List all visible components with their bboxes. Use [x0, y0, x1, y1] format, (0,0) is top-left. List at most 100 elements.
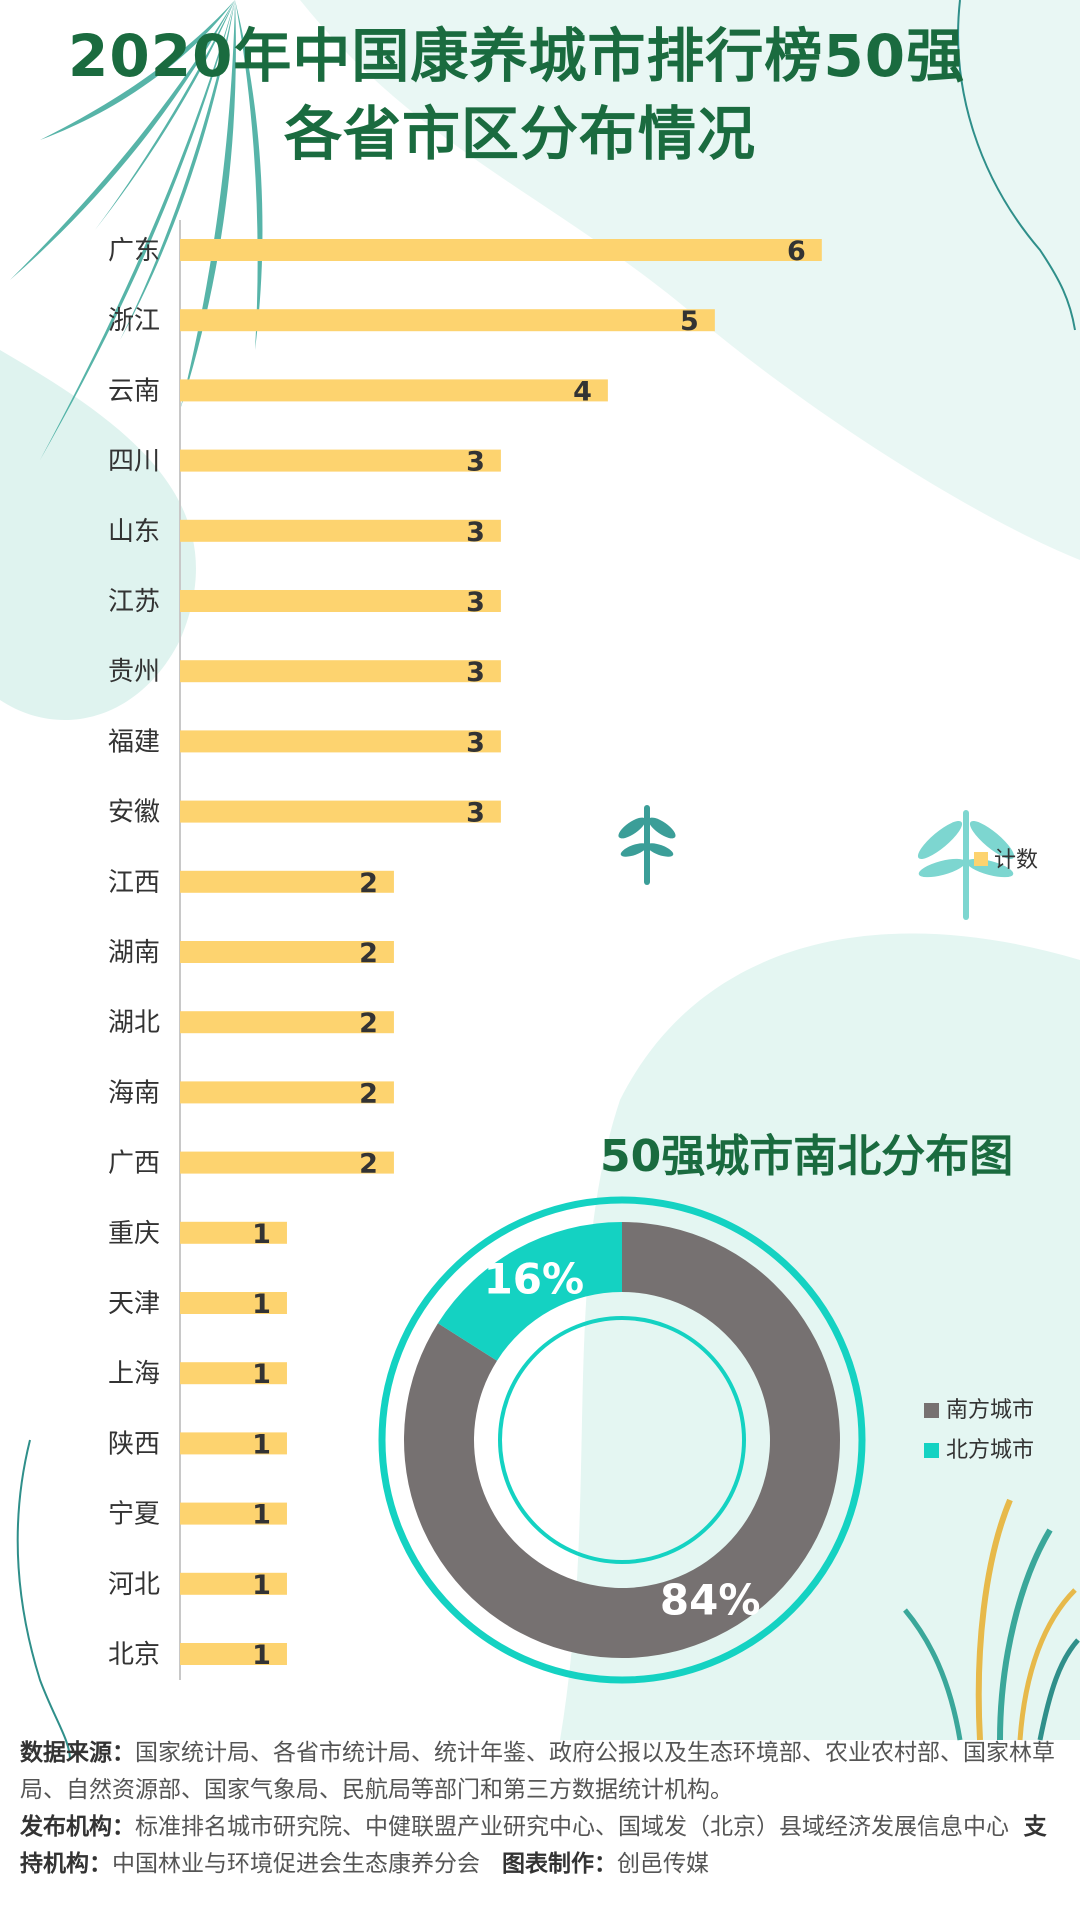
dragonfly-icon [618, 805, 676, 885]
legend-swatch [924, 1443, 939, 1458]
category-label: 云南 [108, 376, 160, 406]
maker-label: 图表制作： [501, 1851, 617, 1877]
bar-value-label: 2 [359, 868, 378, 899]
bar [180, 449, 501, 472]
bar-value-label: 1 [252, 1570, 271, 1601]
category-label: 山东 [108, 517, 160, 547]
category-label: 福建 [108, 727, 160, 757]
bar [180, 1151, 394, 1174]
bar-value-label: 2 [359, 1008, 378, 1039]
left-blob [0, 350, 196, 720]
bar [180, 519, 501, 542]
bar [180, 1572, 287, 1595]
vine-line [957, 0, 1076, 331]
bar-value-label: 1 [252, 1640, 271, 1671]
bar-value-label: 3 [466, 517, 485, 548]
donut-chart: 84% 16% [378, 1196, 866, 1684]
chart-area: 广东 6 浙江 5 云南 4 四川 3 山东 3 江苏 3 贵州 3 福建 3 安徽 3 江西 2 湖南 2 湖北 2 海南 2 广… [108, 220, 1038, 1684]
footer-source: 数据来源：国家统计局、各省市统计局、统计年鉴、政府公报以及生态环境部、农业农村部… [20, 1735, 1065, 1809]
grass-icon [903, 1498, 1080, 1741]
category-label: 上海 [108, 1359, 160, 1389]
support-label: 支持机构： [20, 1814, 1047, 1877]
bar-value-label: 2 [359, 1149, 378, 1180]
bar-value-label: 3 [466, 657, 485, 688]
support-text: 中国林业与环境促进会生态康养分会 [112, 1851, 480, 1877]
category-label: 广东 [108, 236, 160, 266]
bar-legend: 计数 [974, 848, 1038, 873]
bar-value-label: 3 [466, 798, 485, 829]
palm-leaf-icon [10, 0, 263, 460]
category-label: 天津 [108, 1289, 160, 1319]
legend-label: 计数 [994, 848, 1038, 873]
category-label: 浙江 [108, 306, 160, 336]
bar [180, 941, 394, 963]
category-label: 宁夏 [108, 1500, 160, 1530]
category-label: 四川 [108, 447, 160, 477]
footer-publisher: 发布机构：标准排名城市研究院、中健联盟产业研究中心、国域发（北京）县域经济发展信… [20, 1809, 1065, 1883]
bar [180, 1432, 287, 1455]
bar-value-label: 1 [252, 1429, 271, 1460]
bar-value-label: 2 [359, 938, 378, 969]
category-label: 重庆 [108, 1219, 160, 1249]
source-label: 数据来源： [20, 1740, 135, 1766]
chart-title-line-2: 各省市区分布情况 [284, 100, 757, 168]
bar-value-label: 3 [466, 727, 485, 758]
donut-inner-ring [498, 1316, 746, 1564]
bar [180, 1362, 287, 1385]
donut-slice [404, 1222, 840, 1658]
slice-label: 16% [484, 1255, 585, 1304]
category-label: 湖北 [108, 1008, 160, 1038]
bar [180, 1502, 287, 1525]
category-label: 江西 [108, 868, 160, 898]
bar [180, 1643, 287, 1665]
source-text: 国家统计局、各省市统计局、统计年鉴、政府公报以及生态环境部、农业农村部、国家林草… [20, 1740, 1055, 1803]
bar [180, 1081, 394, 1104]
footer-credits: 数据来源：国家统计局、各省市统计局、统计年鉴、政府公报以及生态环境部、农业农村部… [20, 1735, 1065, 1883]
bar-value-label: 1 [252, 1359, 271, 1390]
publisher-text: 标准排名城市研究院、中健联盟产业研究中心、国域发（北京）县域经济发展信息中心 [135, 1814, 1009, 1840]
bar [180, 379, 608, 402]
bar [180, 1221, 287, 1244]
category-label: 河北 [108, 1570, 160, 1600]
category-label: 陕西 [108, 1429, 160, 1459]
maker-text: 创邑传媒 [616, 1851, 709, 1877]
bar-value-label: 3 [466, 587, 485, 618]
bar-value-label: 1 [252, 1289, 271, 1320]
slice-label: 84% [660, 1575, 761, 1624]
bar [180, 239, 822, 261]
bar [180, 800, 501, 823]
donut-chart-title: 50强城市南北分布图 [600, 1131, 1014, 1182]
category-label: 海南 [108, 1078, 160, 1108]
chart-title-line-1: 2020年中国康养城市排行榜50强 [68, 22, 966, 90]
bar-value-label: 1 [252, 1500, 271, 1531]
donut-outer-ring [378, 1196, 866, 1684]
top-right-blob [300, 0, 1080, 560]
category-label: 安徽 [108, 798, 160, 828]
category-label: 贵州 [108, 657, 160, 687]
bar-value-label: 2 [359, 1078, 378, 1109]
legend-label: 北方城市 [946, 1438, 1034, 1463]
publisher-label: 发布机构： [20, 1814, 135, 1840]
bar-value-label: 6 [787, 236, 806, 267]
bottom-right-blob [560, 933, 1080, 1740]
category-label: 江苏 [108, 587, 160, 617]
category-label: 湖南 [108, 938, 160, 968]
bar [180, 1292, 287, 1314]
bar [180, 590, 501, 612]
bar [180, 1011, 394, 1034]
legend-label: 南方城市 [946, 1398, 1034, 1423]
bar [180, 730, 501, 753]
bar-chart: 广东 6 浙江 5 云南 4 四川 3 山东 3 江苏 3 贵州 3 福建 3 安徽 3 江西 2 湖南 2 湖北 2 海南 2 广… [108, 220, 822, 1680]
category-label: 广西 [108, 1149, 160, 1179]
category-label: 北京 [108, 1640, 160, 1670]
legend-swatch [924, 1403, 939, 1418]
bar [180, 660, 501, 683]
bar-value-label: 4 [573, 376, 592, 407]
legend-swatch [974, 852, 988, 866]
bar [180, 309, 715, 332]
bar-value-label: 1 [252, 1219, 271, 1250]
bar-value-label: 3 [466, 447, 485, 478]
bar-value-label: 5 [680, 306, 699, 337]
